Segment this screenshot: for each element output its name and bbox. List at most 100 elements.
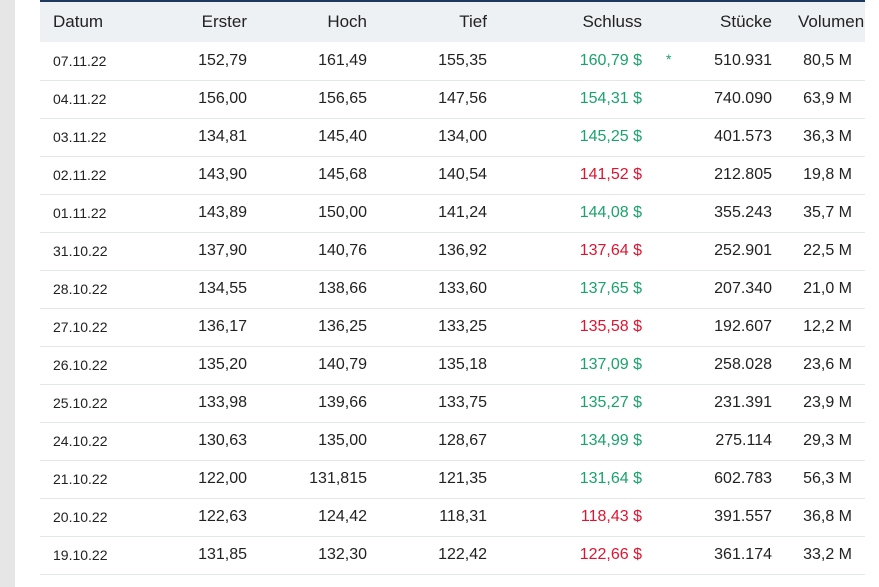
- cell-turnover: 36,3 M: [803, 128, 852, 145]
- cell-date: 28.10.22: [53, 281, 108, 297]
- cell-high: 124,42: [318, 508, 367, 525]
- cell-open: 143,90: [198, 166, 247, 183]
- cell-high: 145,68: [318, 166, 367, 183]
- close-value: 154,31 $: [579, 90, 642, 107]
- cell-open: 134,81: [198, 128, 247, 145]
- cell-close: 141,52 $: [500, 156, 680, 194]
- column-header-erster[interactable]: Erster: [201, 12, 247, 31]
- cell-open: 137,90: [198, 242, 247, 259]
- cell-high: 131,815: [309, 470, 367, 487]
- cell-open: 133,98: [198, 394, 247, 411]
- cell-date: 01.11.22: [53, 205, 107, 221]
- cell-date: 02.11.22: [53, 167, 107, 183]
- close-value: 144,08 $: [579, 204, 642, 221]
- realtime-marker: *: [666, 51, 672, 67]
- cell-close: 137,64 $: [500, 232, 680, 270]
- close-value: 134,99 $: [579, 432, 642, 449]
- close-value: 160,79 $: [579, 51, 642, 69]
- table-row: 31.10.22 137,90 140,76 136,92 137,64 $ 252.90…: [40, 232, 865, 270]
- header-row: Datum Erster Hoch Tief Schluss Stücke Vo…: [40, 2, 865, 42]
- cell-turnover: 63,9 M: [803, 90, 852, 107]
- column-header-stuecke[interactable]: Stücke: [720, 12, 772, 31]
- cell-date: 07.11.22: [53, 52, 107, 69]
- column-header-datum[interactable]: Datum: [53, 12, 104, 31]
- close-value: 135,27 $: [579, 394, 642, 411]
- cell-date: 04.11.22: [53, 91, 107, 107]
- cell-low: 133,60: [438, 280, 487, 297]
- cell-close: 154,31 $: [500, 80, 680, 118]
- cell-turnover: 22,5 M: [803, 242, 852, 259]
- column-header-volumen[interactable]: Volumen: [798, 12, 865, 31]
- cell-high: 132,30: [318, 546, 367, 563]
- table-row: 24.10.22 130,63 135,00 128,67 134,99 $ 275.11…: [40, 422, 865, 460]
- cell-low: 135,18: [438, 356, 487, 373]
- close-value: 137,65 $: [579, 280, 642, 297]
- window-left-edge: [0, 0, 15, 587]
- column-header-schluss[interactable]: Schluss: [582, 12, 642, 31]
- cell-open: 156,00: [198, 90, 247, 107]
- cell-volume: 252.901: [714, 242, 772, 259]
- table-row: 07.11.22 152,79 161,49 155,35 160,79 $ * 510.9…: [40, 42, 865, 80]
- cell-open: 131,85: [198, 546, 247, 563]
- close-value: 141,52 $: [579, 166, 642, 183]
- cell-volume: 258.028: [714, 356, 772, 373]
- table-header: Datum Erster Hoch Tief Schluss Stücke Vo…: [40, 2, 865, 42]
- cell-volume: 510.931: [714, 51, 772, 69]
- cell-turnover: 35,7 M: [803, 204, 852, 221]
- table-row: 01.11.22 143,89 150,00 141,24 144,08 $ 355.24…: [40, 194, 865, 232]
- cell-low: 136,92: [438, 242, 487, 259]
- table-row: 25.10.22 133,98 139,66 133,75 135,27 $ 231.39…: [40, 384, 865, 422]
- cell-turnover: 23,6 M: [803, 356, 852, 373]
- cell-turnover: 33,2 M: [803, 546, 852, 563]
- cell-high: 145,40: [318, 128, 367, 145]
- cell-close: 160,79 $ *: [500, 42, 680, 80]
- cell-volume: 602.783: [714, 470, 772, 487]
- table-row: 19.10.22 131,85 132,30 122,42 122,66 $ 361.17…: [40, 536, 865, 574]
- cell-open: 134,55: [198, 280, 247, 297]
- cell-turnover: 23,9 M: [803, 394, 852, 411]
- cell-volume: 740.090: [714, 90, 772, 107]
- cell-close: 145,25 $: [500, 118, 680, 156]
- close-value: 137,64 $: [579, 242, 642, 259]
- cell-high: 139,66: [318, 394, 367, 411]
- cell-low: 141,24: [438, 204, 487, 221]
- cell-low: 133,75: [438, 394, 487, 411]
- table-row: 28.10.22 134,55 138,66 133,60 137,65 $ 207.34…: [40, 270, 865, 308]
- cell-high: 135,00: [318, 432, 367, 449]
- cell-date: 25.10.22: [53, 395, 108, 411]
- cell-volume: 355.243: [714, 204, 772, 221]
- close-value: 118,43 $: [580, 508, 642, 525]
- cell-low: 128,67: [438, 432, 487, 449]
- cell-low: 121,35: [438, 470, 487, 487]
- cell-date: 19.10.22: [53, 547, 108, 563]
- cell-volume: 391.557: [714, 508, 772, 525]
- cell-date: 03.11.22: [53, 129, 107, 145]
- cell-close: 137,65 $: [500, 270, 680, 308]
- column-header-tief[interactable]: Tief: [459, 12, 487, 31]
- cell-turnover: 21,0 M: [803, 280, 852, 297]
- cell-high: 140,79: [318, 356, 367, 373]
- cell-close: 137,09 $: [500, 346, 680, 384]
- cell-open: 143,89: [198, 204, 247, 221]
- cell-date: 24.10.22: [53, 433, 108, 449]
- cell-close: 135,27 $: [500, 384, 680, 422]
- cell-low: 134,00: [438, 128, 487, 145]
- cell-close: 122,66 $: [500, 536, 680, 574]
- cell-volume: 275.114: [715, 432, 772, 449]
- cell-turnover: 56,3 M: [803, 470, 852, 487]
- close-value: 122,66 $: [579, 546, 642, 563]
- column-header-hoch[interactable]: Hoch: [327, 12, 367, 31]
- table-row: 21.10.22 122,00 131,815 121,35 131,64 $ 602.7…: [40, 460, 865, 498]
- cell-high: 150,00: [318, 204, 367, 221]
- table-row: 26.10.22 135,20 140,79 135,18 137,09 $ 258.02…: [40, 346, 865, 384]
- close-value: 135,58 $: [579, 318, 642, 335]
- cell-high: 140,76: [318, 242, 367, 259]
- cell-low: 133,25: [438, 318, 487, 335]
- cell-turnover: 80,5 M: [803, 51, 852, 69]
- table-row: 20.10.22 122,63 124,42 118,31 118,43 $ 391.55…: [40, 498, 865, 536]
- cell-open: 152,79: [198, 51, 247, 69]
- cell-open: 136,17: [198, 318, 247, 335]
- cell-turnover: 29,3 M: [803, 432, 852, 449]
- price-history-table: Datum Erster Hoch Tief Schluss Stücke Vo…: [40, 2, 865, 575]
- cell-low: 118,31: [439, 508, 487, 525]
